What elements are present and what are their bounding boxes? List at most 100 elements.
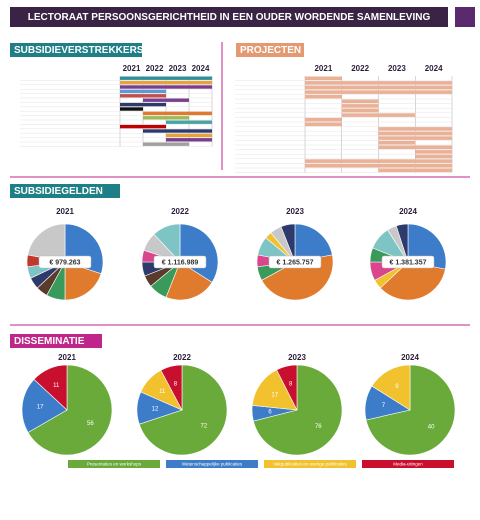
title-bar <box>10 7 448 27</box>
legend-swatch <box>68 460 160 468</box>
total-box <box>381 255 435 269</box>
pie-slice <box>27 223 66 263</box>
total-box <box>268 255 322 269</box>
timeline-bar <box>143 111 212 116</box>
timeline-bar <box>305 85 452 90</box>
timeline-bar <box>305 94 342 99</box>
pie-slice <box>153 223 181 263</box>
logo <box>455 7 475 27</box>
timeline-bar <box>120 76 212 80</box>
year-label: 2022 <box>173 353 191 362</box>
timeline-bar <box>341 99 379 104</box>
timeline-bar <box>120 80 212 85</box>
timeline-bar <box>143 98 189 102</box>
timeline-bar <box>378 168 452 173</box>
year-label: 2021 <box>58 353 76 362</box>
year-label: 2023 <box>286 207 304 216</box>
timeline-bar <box>166 120 212 124</box>
pie-slice <box>27 364 113 456</box>
section-heading: DISSEMINATIE <box>14 336 85 347</box>
year-label: 2024 <box>192 64 210 73</box>
value-label: 9 <box>395 384 399 390</box>
timeline-bar <box>120 102 166 107</box>
year-label: 2023 <box>288 353 306 362</box>
pie-slice <box>395 223 409 263</box>
pie-slice <box>276 364 298 411</box>
timeline-bar <box>166 133 212 138</box>
timeline-bar <box>305 163 452 168</box>
year-label: 2024 <box>399 207 417 216</box>
legend-label: Presentaties en workshops <box>87 462 142 467</box>
pie-slice <box>33 364 68 411</box>
year-label: 2024 <box>401 353 419 362</box>
total-label: € 1.116.989 <box>162 259 199 266</box>
total-label: € 1.381.357 <box>390 259 427 266</box>
value-label: 76 <box>315 424 322 430</box>
total-box <box>38 255 92 269</box>
total-label: € 1.265.757 <box>277 259 314 266</box>
timeline-bar <box>305 159 452 163</box>
pie-slice <box>379 261 446 301</box>
timeline-bar <box>378 136 452 140</box>
timeline-bar <box>305 76 342 81</box>
year-label: 2023 <box>388 64 406 73</box>
value-label: 72 <box>201 423 208 429</box>
timeline-bar <box>341 104 379 108</box>
legend-swatch <box>264 460 356 468</box>
pie-slice <box>294 223 333 263</box>
timeline-bar <box>120 89 166 94</box>
timeline-bar <box>378 145 452 150</box>
section-heading-bg <box>10 43 142 57</box>
section-heading-bg <box>10 334 102 348</box>
timeline-bar <box>166 138 212 142</box>
timeline-bar <box>120 124 166 129</box>
legend-label: Wetenschappelijke publicaties <box>182 462 243 467</box>
section-heading-bg <box>10 184 120 198</box>
section-heading: SUBSIDIEGELDEN <box>14 186 103 197</box>
timeline-bar <box>341 113 416 117</box>
year-label: 2023 <box>169 64 187 73</box>
year-label: 2021 <box>314 64 332 73</box>
title: LECTORAAT PERSOONSGERICHTHEID IN EEN OUD… <box>28 12 431 23</box>
pie-slice <box>138 364 228 456</box>
pie-slice <box>64 261 102 301</box>
value-label: 7 <box>382 403 386 409</box>
timeline-bar <box>305 90 452 94</box>
legend-label: Media-uitingen <box>393 462 423 467</box>
timeline-bar <box>120 107 143 111</box>
pie-slice <box>253 364 343 456</box>
timeline-bar <box>120 85 212 89</box>
value-label: 11 <box>159 389 166 395</box>
pie-slice <box>165 261 213 301</box>
year-label: 2021 <box>56 207 74 216</box>
timeline-bar <box>378 131 452 136</box>
timeline-bar <box>305 122 342 127</box>
timeline-bar <box>143 116 189 120</box>
year-label: 2024 <box>425 64 443 73</box>
value-label: 17 <box>271 392 278 398</box>
value-label: 12 <box>152 406 159 412</box>
value-label: 11 <box>53 383 60 389</box>
timeline-bar <box>143 142 189 146</box>
year-label: 2022 <box>146 64 164 73</box>
timeline-bar <box>120 94 166 98</box>
legend-label: Vakpublicaties en overige publicaties <box>273 462 347 467</box>
timeline-bar <box>378 140 416 145</box>
value-label: 40 <box>428 424 435 430</box>
value-label: 17 <box>37 405 44 411</box>
section-heading: SUBSIDIEVERSTREKKERS <box>14 45 144 56</box>
total-box <box>153 255 207 269</box>
year-label: 2021 <box>123 64 141 73</box>
legend-swatch <box>362 460 454 468</box>
year-label: 2022 <box>351 64 369 73</box>
year-label: 2022 <box>171 207 189 216</box>
total-label: € 979.263 <box>49 259 80 266</box>
legend-swatch <box>166 460 258 468</box>
pie-slice <box>365 364 456 456</box>
timeline-bar <box>341 108 379 113</box>
pie-slice <box>21 378 68 433</box>
value-label: 8 <box>289 381 293 387</box>
value-label: 8 <box>174 381 178 387</box>
timeline-bar <box>143 129 212 133</box>
